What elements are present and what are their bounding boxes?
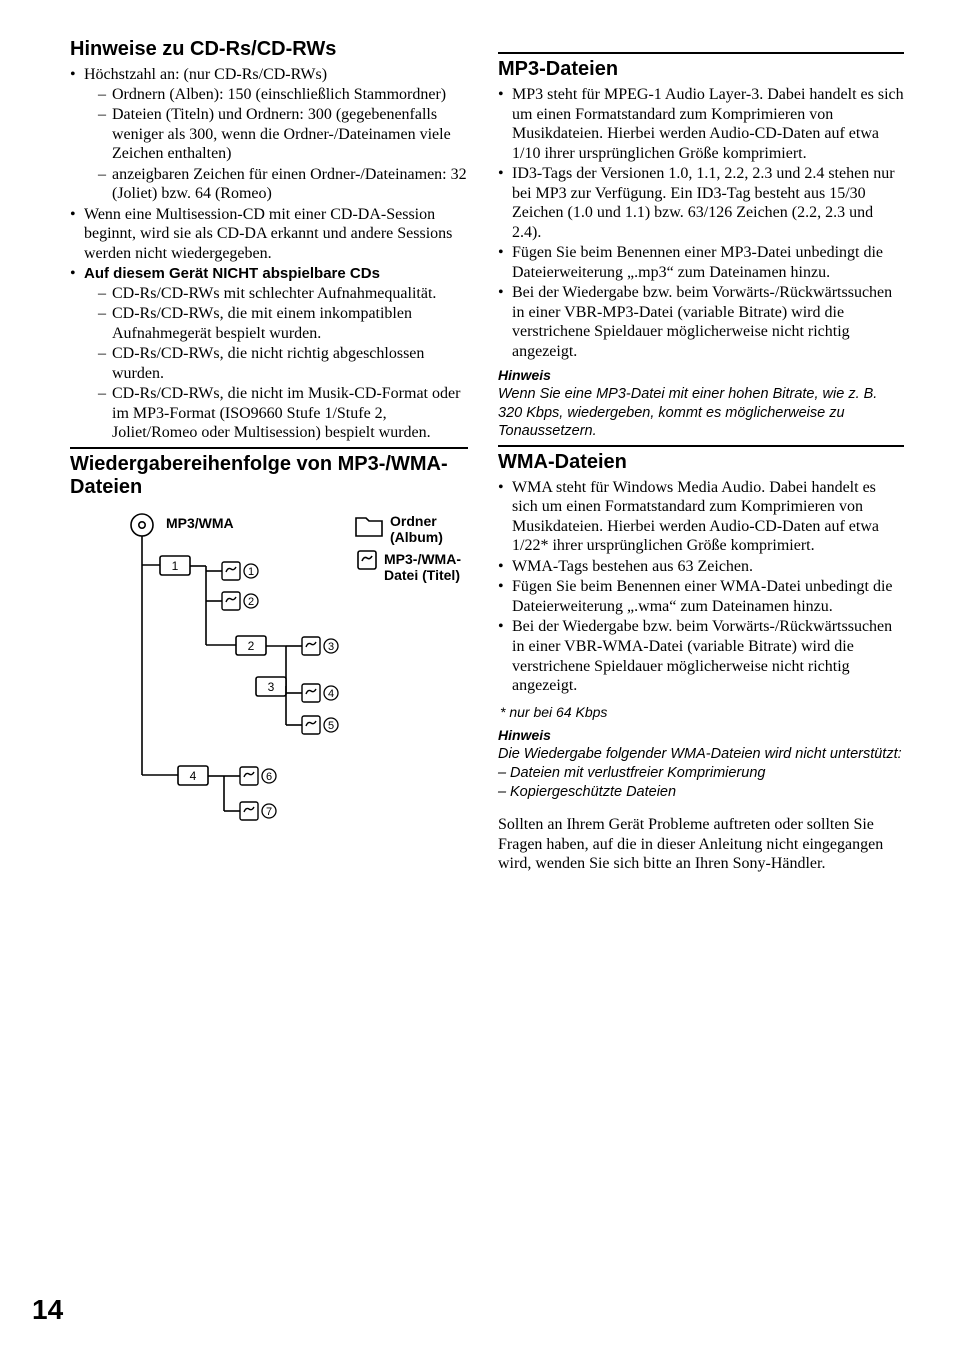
- wma-note-dashes: Dateien mit verlustfreier Komprimierung …: [498, 764, 904, 801]
- cdr-b3-d4: CD-Rs/CD-RWs, die nicht im Musik-CD-Form…: [98, 384, 468, 443]
- svg-text:1: 1: [248, 566, 254, 578]
- wma-b3: Fügen Sie beim Benennen einer WMA-Datei …: [498, 577, 904, 616]
- cdr-bullet-1: Höchstzahl an: (nur CD-Rs/CD-RWs) Ordner…: [70, 65, 468, 204]
- mp3-b2: ID3-Tags der Versionen 1.0, 1.1, 2.2, 2.…: [498, 164, 904, 242]
- diagram-label-folder: Ordner (Album): [390, 513, 460, 545]
- mp3-bullets: MP3 steht für MPEG-1 Audio Layer-3. Dabe…: [498, 85, 904, 361]
- svg-text:2: 2: [248, 639, 255, 653]
- page-columns: Hinweise zu CD-Rs/CD-RWs Höchstzahl an: …: [70, 34, 904, 874]
- wma-b4: Bei der Wiedergabe bzw. beim Vorwärts-/R…: [498, 617, 904, 695]
- cdr-b3-dashes: CD-Rs/CD-RWs mit schlechter Aufnahmequal…: [98, 284, 468, 443]
- mp3-note-body: Wenn Sie eine MP3-Datei mit einer hohen …: [498, 385, 904, 441]
- svg-text:5: 5: [328, 720, 334, 732]
- svg-text:6: 6: [266, 771, 272, 783]
- heading-playorder: Wiedergabereihenfolge von MP3-/WMA-Datei…: [70, 447, 468, 499]
- svg-text:4: 4: [190, 769, 197, 783]
- cdr-b3-d1: CD-Rs/CD-RWs mit schlechter Aufnahmequal…: [98, 284, 468, 304]
- cdr-b1-d2: Dateien (Titeln) und Ordnern: 300 (gegeb…: [98, 105, 468, 164]
- wma-footnote: * nur bei 64 Kbps: [498, 704, 904, 722]
- wma-note-heading: Hinweis: [498, 727, 904, 743]
- cdr-b3-d3: CD-Rs/CD-RWs, die nicht richtig abgeschl…: [98, 344, 468, 383]
- svg-text:3: 3: [268, 680, 275, 694]
- cdr-b3-d2: CD-Rs/CD-RWs, die mit einem inkompatible…: [98, 304, 468, 343]
- svg-text:7: 7: [266, 806, 272, 818]
- cdr-bullet-2: Wenn eine Multisession-CD mit einer CD-D…: [70, 205, 468, 264]
- left-column: Hinweise zu CD-Rs/CD-RWs Höchstzahl an: …: [70, 34, 468, 874]
- wma-note-body: Die Wiedergabe folgender WMA-Dateien wir…: [498, 745, 904, 764]
- playorder-diagram: 1 2: [128, 511, 458, 841]
- right-column: MP3-Dateien MP3 steht für MPEG-1 Audio L…: [498, 34, 904, 874]
- heading-wma: WMA-Dateien: [498, 445, 904, 474]
- svg-text:2: 2: [248, 596, 254, 608]
- cdr-bullet-3-bold: Auf diesem Gerät NICHT abspielbare CDs: [84, 265, 380, 282]
- mp3-b4: Bei der Wiedergabe bzw. beim Vorwärts-/R…: [498, 283, 904, 361]
- heading-mp3: MP3-Dateien: [498, 52, 904, 81]
- svg-text:4: 4: [328, 688, 334, 700]
- wma-b2: WMA-Tags bestehen aus 63 Zeichen.: [498, 557, 904, 577]
- cdr-b1-dashes: Ordnern (Alben): 150 (einschließlich Sta…: [98, 85, 468, 204]
- wma-b1: WMA steht für Windows Media Audio. Dabei…: [498, 478, 904, 556]
- cdr-bullet-list: Höchstzahl an: (nur CD-Rs/CD-RWs) Ordner…: [70, 65, 468, 443]
- wma-bullets: WMA steht für Windows Media Audio. Dabei…: [498, 478, 904, 696]
- cdr-bullet-3: Auf diesem Gerät NICHT abspielbare CDs C…: [70, 264, 468, 443]
- diagram-label-root: MP3/WMA: [166, 515, 234, 531]
- wma-note-d1: Dateien mit verlustfreier Komprimierung: [498, 764, 904, 783]
- svg-text:3: 3: [328, 641, 334, 653]
- diagram-label-file: MP3-/WMA-Datei (Titel): [384, 551, 466, 583]
- svg-text:1: 1: [172, 559, 179, 573]
- page-number: 14: [32, 1294, 63, 1326]
- mp3-b1: MP3 steht für MPEG-1 Audio Layer-3. Dabe…: [498, 85, 904, 163]
- cdr-b1-d3: anzeigbaren Zeichen für einen Ordner-/Da…: [98, 165, 468, 204]
- heading-cdr: Hinweise zu CD-Rs/CD-RWs: [70, 38, 468, 61]
- mp3-note-heading: Hinweis: [498, 367, 904, 383]
- mp3-b3: Fügen Sie beim Benennen einer MP3-Datei …: [498, 243, 904, 282]
- cdr-b1-d1: Ordnern (Alben): 150 (einschließlich Sta…: [98, 85, 468, 105]
- wma-outro: Sollten an Ihrem Gerät Probleme auftrete…: [498, 815, 904, 874]
- cdr-bullet-1-text: Höchstzahl an: (nur CD-Rs/CD-RWs): [84, 66, 327, 83]
- wma-note-d2: Kopiergeschützte Dateien: [498, 783, 904, 802]
